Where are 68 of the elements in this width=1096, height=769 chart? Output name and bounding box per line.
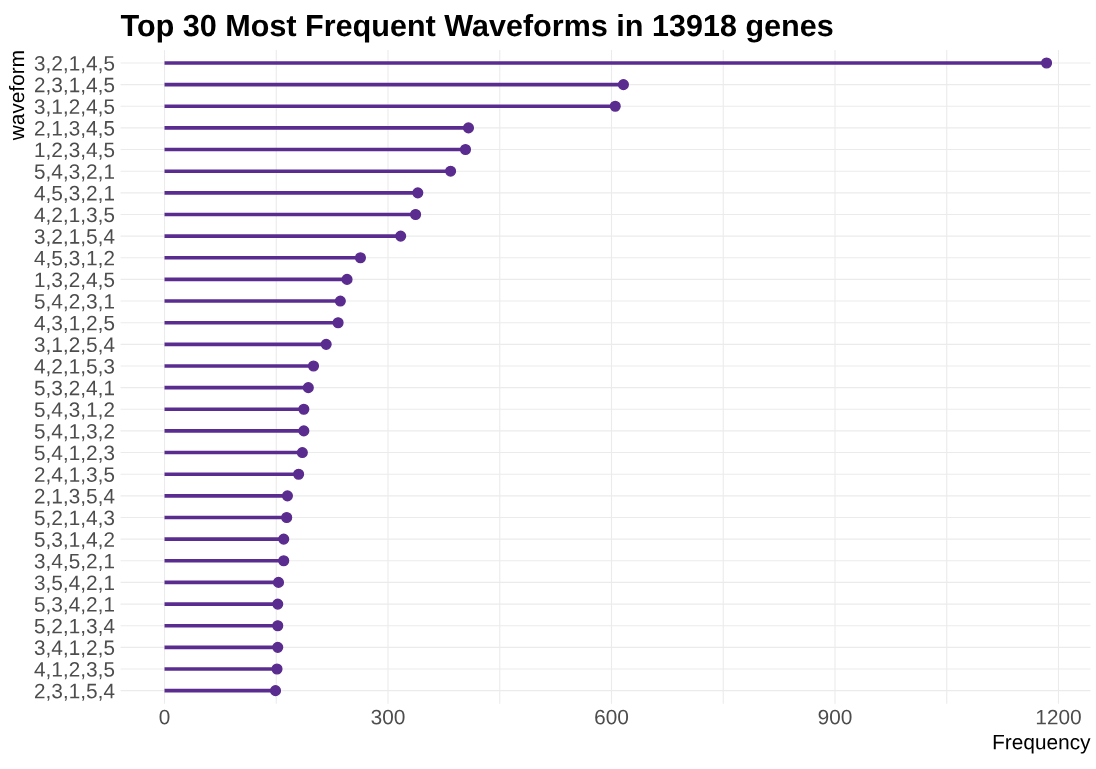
point <box>281 490 293 502</box>
x-axis-title: Frequency <box>993 734 1091 754</box>
y-tick-label: 5,4,1,3,2 <box>34 423 114 442</box>
point <box>298 403 310 415</box>
point <box>293 468 305 480</box>
y-tick-label: 4,2,1,5,3 <box>34 358 115 377</box>
y-tick-label: 2,4,1,3,5 <box>34 467 115 485</box>
y-tick-label: 3,2,1,5,4 <box>34 229 115 247</box>
point <box>412 187 424 199</box>
point <box>269 685 282 697</box>
y-tick-label: 3,4,5,2,1 <box>34 553 114 571</box>
point <box>609 100 621 112</box>
point <box>271 663 283 675</box>
y-tick-label: 5,3,4,2,1 <box>34 597 114 615</box>
y-tick-label: 4,1,2,3,5 <box>34 662 115 680</box>
y-tick-label: 5,2,1,4,3 <box>34 510 115 528</box>
point <box>1041 57 1053 69</box>
y-tick-label: 2,3,1,4,5 <box>34 77 115 95</box>
point <box>617 79 629 91</box>
chart-title: Top 30 Most Frequent Waveforms in 13918 genes <box>120 13 833 43</box>
y-tick-label: 4,5,3,1,2 <box>34 250 114 268</box>
y-tick-label: 5,3,1,4,2 <box>34 532 114 550</box>
point <box>296 447 308 459</box>
point <box>410 208 422 221</box>
y-tick-label: 3,1,2,5,4 <box>34 337 115 355</box>
y-tick-label: 1,3,2,4,5 <box>35 272 115 290</box>
y-tick-label: 4,3,1,2,5 <box>34 315 115 333</box>
y-tick-label: 4,5,3,2,1 <box>34 185 114 204</box>
y-tick-label: 5,2,1,3,4 <box>34 618 115 636</box>
point <box>320 338 332 350</box>
point <box>459 143 472 156</box>
point <box>278 533 290 545</box>
x-tick-label: 600 <box>595 709 629 725</box>
y-tick-label: 5,4,2,3,1 <box>34 294 114 312</box>
y-tick-label: 3,4,1,2,5 <box>34 640 115 658</box>
x-tick-label: 900 <box>818 709 852 725</box>
y-tick-label: 3,1,2,4,5 <box>34 99 115 117</box>
y-tick-label: 3,5,4,2,1 <box>34 575 114 593</box>
x-tick-label: 1200 <box>1036 709 1081 725</box>
point <box>272 641 284 653</box>
y-tick-label: 4,2,1,3,5 <box>34 207 115 225</box>
point <box>278 555 290 567</box>
y-tick-label: 2,1,3,4,5 <box>34 120 115 139</box>
point <box>354 252 366 264</box>
point <box>395 230 407 242</box>
point <box>332 317 344 329</box>
point <box>298 425 310 437</box>
point <box>341 273 353 285</box>
point <box>272 620 284 632</box>
point <box>307 360 320 372</box>
point <box>334 295 346 307</box>
y-tick-label: 5,4,3,2,1 <box>34 164 114 182</box>
point <box>272 576 285 588</box>
y-tick-label: 2,3,1,5,4 <box>34 683 115 701</box>
y-axis-title: waveform <box>8 51 25 141</box>
point <box>272 598 284 610</box>
y-tick-label: 1,2,3,4,5 <box>35 142 115 160</box>
y-tick-label: 5,4,3,1,2 <box>34 402 114 420</box>
x-tick-label: 300 <box>371 709 405 725</box>
y-tick-label: 3,2,1,4,5 <box>34 55 115 74</box>
y-tick-label: 2,1,3,5,4 <box>34 488 115 507</box>
point <box>302 382 314 394</box>
point <box>445 165 457 177</box>
x-tick-label: 0 <box>159 709 170 725</box>
y-tick-label: 5,4,1,2,3 <box>34 445 115 463</box>
point <box>462 122 475 134</box>
point <box>281 511 293 524</box>
y-tick-label: 5,3,2,4,1 <box>34 380 114 398</box>
